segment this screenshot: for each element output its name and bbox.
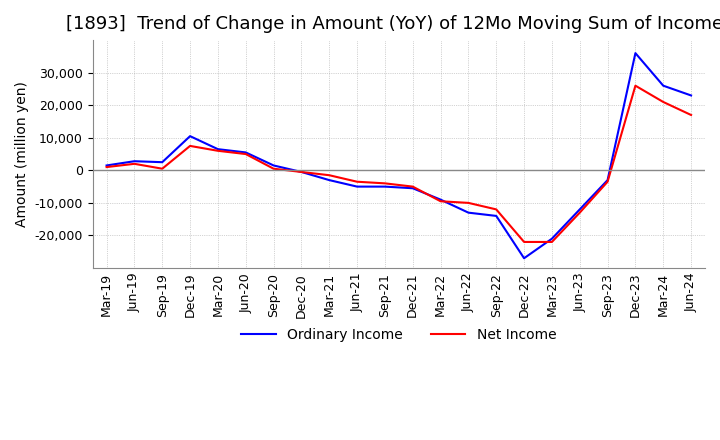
Ordinary Income bbox=[325, 177, 333, 183]
Net Income bbox=[186, 143, 194, 149]
Net Income bbox=[130, 161, 139, 166]
Line: Ordinary Income: Ordinary Income bbox=[107, 53, 691, 258]
Net Income bbox=[492, 207, 500, 212]
Net Income bbox=[214, 148, 222, 154]
Ordinary Income bbox=[353, 184, 361, 189]
Ordinary Income bbox=[102, 163, 111, 168]
Net Income bbox=[436, 198, 445, 204]
Net Income bbox=[520, 239, 528, 245]
Ordinary Income bbox=[158, 160, 166, 165]
Net Income bbox=[408, 184, 417, 189]
Net Income bbox=[659, 99, 667, 105]
Ordinary Income bbox=[186, 133, 194, 139]
Ordinary Income bbox=[520, 256, 528, 261]
Net Income bbox=[464, 200, 473, 205]
Ordinary Income bbox=[130, 158, 139, 164]
Net Income bbox=[575, 210, 584, 215]
Ordinary Income bbox=[269, 163, 278, 168]
Ordinary Income bbox=[603, 177, 612, 183]
Legend: Ordinary Income, Net Income: Ordinary Income, Net Income bbox=[236, 323, 562, 348]
Line: Net Income: Net Income bbox=[107, 86, 691, 242]
Net Income bbox=[353, 179, 361, 184]
Net Income bbox=[158, 166, 166, 171]
Ordinary Income bbox=[631, 51, 640, 56]
Ordinary Income bbox=[241, 150, 250, 155]
Net Income bbox=[269, 166, 278, 171]
Ordinary Income bbox=[464, 210, 473, 215]
Net Income bbox=[297, 169, 306, 175]
Net Income bbox=[102, 165, 111, 170]
Ordinary Income bbox=[687, 93, 696, 98]
Ordinary Income bbox=[436, 197, 445, 202]
Net Income bbox=[603, 179, 612, 184]
Ordinary Income bbox=[492, 213, 500, 219]
Ordinary Income bbox=[408, 186, 417, 191]
Net Income bbox=[631, 83, 640, 88]
Net Income bbox=[241, 151, 250, 157]
Net Income bbox=[548, 239, 557, 245]
Net Income bbox=[687, 112, 696, 117]
Ordinary Income bbox=[659, 83, 667, 88]
Net Income bbox=[381, 181, 390, 186]
Ordinary Income bbox=[214, 147, 222, 152]
Ordinary Income bbox=[548, 236, 557, 242]
Y-axis label: Amount (million yen): Amount (million yen) bbox=[15, 81, 29, 227]
Title: [1893]  Trend of Change in Amount (YoY) of 12Mo Moving Sum of Incomes: [1893] Trend of Change in Amount (YoY) o… bbox=[66, 15, 720, 33]
Ordinary Income bbox=[575, 207, 584, 212]
Net Income bbox=[325, 172, 333, 178]
Ordinary Income bbox=[297, 169, 306, 175]
Ordinary Income bbox=[381, 184, 390, 189]
